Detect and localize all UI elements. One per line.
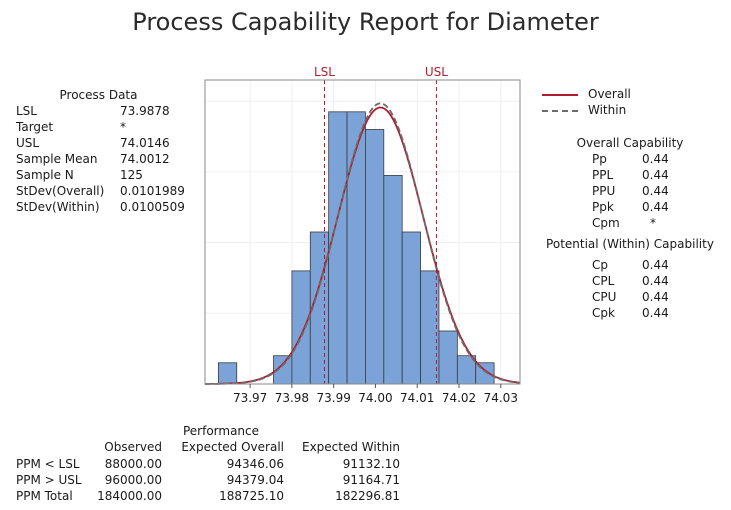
process-data-value: 0.0101989 bbox=[120, 184, 185, 198]
process-data-heading: Process Data bbox=[59, 88, 138, 102]
performance-cell: 96000.00 bbox=[104, 473, 162, 487]
performance-row-label: PPM < LSL bbox=[16, 457, 80, 471]
column-header: Observed bbox=[104, 440, 162, 454]
capability-label: PPL bbox=[592, 168, 614, 182]
normal-curve-within bbox=[205, 102, 521, 385]
histogram-bar bbox=[291, 270, 311, 385]
performance-cell: 91132.10 bbox=[342, 457, 400, 471]
histogram-bar bbox=[346, 111, 366, 385]
performance-cell: 188725.10 bbox=[219, 489, 284, 503]
legend-item-overall: Overall bbox=[542, 87, 682, 103]
histogram-bar bbox=[217, 362, 238, 385]
x-tick-label: 74.03 bbox=[484, 391, 518, 405]
process-data-label: USL bbox=[16, 136, 40, 150]
overall-capability-panel: Overall Capability Pp 0.44 PPL 0.44 PPU 0.4… bbox=[540, 136, 720, 236]
histogram-bar bbox=[438, 330, 458, 385]
performance-row-label: PPM Total bbox=[16, 489, 73, 503]
process-data-label: Sample Mean bbox=[16, 152, 98, 166]
performance-cell: 182296.81 bbox=[335, 489, 400, 503]
capability-value: 0.44 bbox=[642, 152, 669, 166]
chart-legend: Overall Within bbox=[542, 87, 692, 123]
histogram-bar bbox=[365, 129, 385, 385]
process-data-label: StDev(Overall) bbox=[16, 184, 105, 198]
capability-label: Cpm bbox=[592, 216, 620, 230]
column-header: Expected Overall bbox=[181, 440, 284, 454]
x-tick-label: 74.00 bbox=[358, 391, 392, 405]
capability-label: Cpk bbox=[592, 306, 615, 320]
capability-value: 0.44 bbox=[642, 258, 669, 272]
x-tick-label: 73.98 bbox=[275, 391, 309, 405]
process-data-value: 0.0100509 bbox=[120, 200, 185, 214]
capability-label: CPU bbox=[592, 290, 617, 304]
process-data-label: Sample N bbox=[16, 168, 74, 182]
performance-cell: 94346.06 bbox=[226, 457, 284, 471]
histogram-bar bbox=[401, 231, 421, 385]
dashed-line-icon bbox=[542, 110, 578, 112]
process-data-value: 73.9878 bbox=[120, 104, 170, 118]
process-data-label: LSL bbox=[16, 104, 37, 118]
process-data-label: Target bbox=[16, 120, 54, 134]
capability-label: Cp bbox=[592, 258, 608, 272]
within-capability-heading: Potential (Within) Capability bbox=[546, 237, 714, 251]
legend-label: Within bbox=[588, 103, 627, 117]
column-header: Expected Within bbox=[302, 440, 400, 454]
capability-value: 0.44 bbox=[642, 306, 669, 320]
performance-row-label: PPM > USL bbox=[16, 473, 82, 487]
legend-item-within: Within bbox=[542, 103, 682, 119]
spec-line-label: USL bbox=[425, 65, 448, 79]
legend-label: Overall bbox=[588, 87, 631, 101]
process-data-value: 74.0146 bbox=[120, 136, 170, 150]
plot-frame bbox=[204, 79, 521, 385]
within-capability-panel: Potential (Within) Capability Cp 0.44 CPL… bbox=[540, 237, 720, 327]
capability-value: 0.44 bbox=[642, 184, 669, 198]
histogram-bar bbox=[328, 111, 348, 385]
capability-value: 0.44 bbox=[642, 168, 669, 182]
performance-cell: 94379.04 bbox=[226, 473, 284, 487]
performance-cell: 91164.71 bbox=[342, 473, 400, 487]
histogram-bar bbox=[383, 175, 403, 385]
process-data-label: StDev(Within) bbox=[16, 200, 100, 214]
capability-value: 0.44 bbox=[642, 200, 669, 214]
process-data-value: 74.0012 bbox=[120, 152, 170, 166]
performance-cell: 184000.00 bbox=[97, 489, 162, 503]
capability-label: Pp bbox=[592, 152, 607, 166]
capability-value: 0.44 bbox=[642, 274, 669, 288]
x-tick-label: 74.02 bbox=[442, 391, 476, 405]
capability-value: * bbox=[650, 216, 656, 230]
spec-line-label: LSL bbox=[314, 65, 335, 79]
x-tick-label: 73.97 bbox=[233, 391, 267, 405]
performance-heading: Performance bbox=[182, 424, 260, 438]
solid-line-icon bbox=[542, 94, 578, 96]
x-tick-label: 73.99 bbox=[316, 391, 350, 405]
process-data-panel: Process Data LSL 73.9878 Target * USL 74.01… bbox=[16, 88, 206, 228]
performance-table: Performance Observed Expected Overall Ex… bbox=[16, 424, 436, 508]
process-data-value: * bbox=[120, 120, 126, 134]
x-tick-label: 74.01 bbox=[400, 391, 434, 405]
capability-label: PPU bbox=[592, 184, 616, 198]
performance-cell: 88000.00 bbox=[104, 457, 162, 471]
capability-label: Ppk bbox=[592, 200, 614, 214]
process-data-value: 125 bbox=[120, 168, 143, 182]
overall-capability-heading: Overall Capability bbox=[576, 136, 684, 150]
report-title: Process Capability Report for Diameter bbox=[132, 8, 599, 36]
capability-value: 0.44 bbox=[642, 290, 669, 304]
capability-label: CPL bbox=[592, 274, 615, 288]
